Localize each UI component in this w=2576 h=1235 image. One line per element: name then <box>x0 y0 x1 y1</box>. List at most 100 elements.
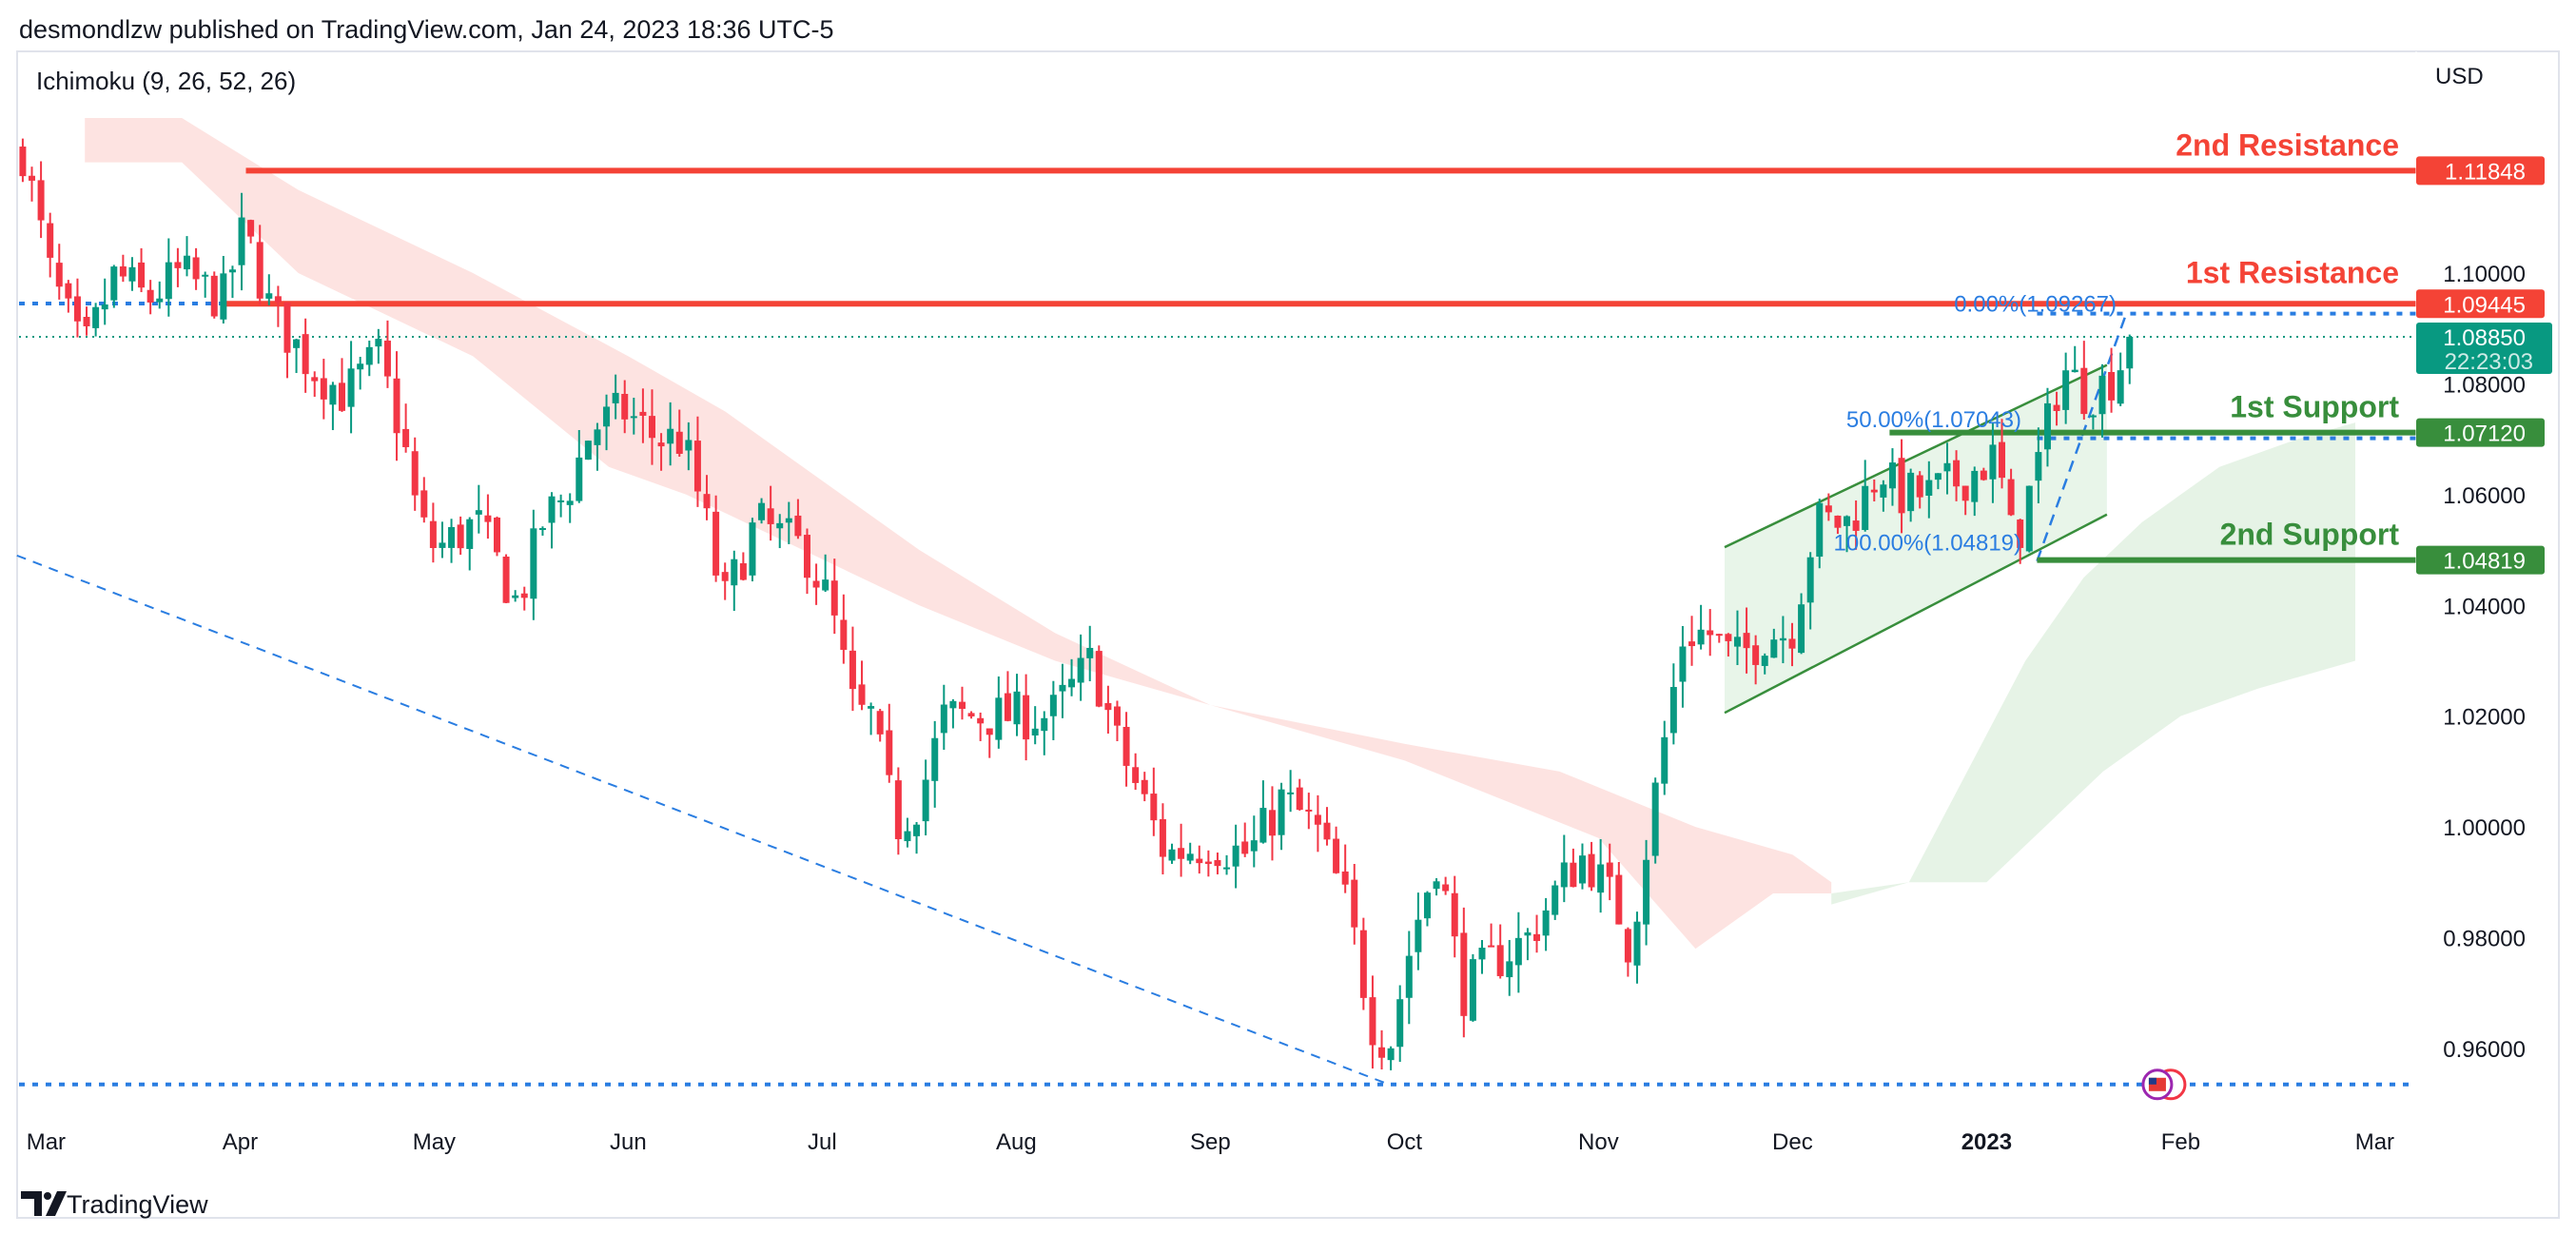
downtrend-line[interactable] <box>16 554 1390 1086</box>
candle-body <box>1278 789 1285 835</box>
candle-body <box>1844 516 1851 526</box>
price-tick: 0.96000 <box>2443 1037 2526 1063</box>
level-label: 1st Resistance <box>2186 255 2399 289</box>
published-caption: desmondlzw published on TradingView.com,… <box>19 15 834 44</box>
candle-body <box>675 431 683 454</box>
candle-body <box>1488 945 1495 948</box>
candle-body <box>1196 858 1203 864</box>
candle-body <box>293 339 301 348</box>
candle-body <box>375 339 382 347</box>
candle-body <box>101 304 108 310</box>
candle-body <box>731 559 738 586</box>
candle-body <box>165 262 172 300</box>
candle-body <box>1533 933 1541 941</box>
price-tick: 1.08000 <box>2443 372 2526 398</box>
parallel-channel[interactable] <box>1724 363 2108 715</box>
time-axis[interactable]: Mar Apr May Jun Jul Aug Sep Oct Nov Dec 2023 Feb Mar <box>27 1129 2394 1155</box>
candle-body <box>228 269 236 273</box>
candle-body <box>1961 485 1969 501</box>
candle-body <box>110 266 118 301</box>
currency-label: USD <box>2435 64 2484 89</box>
candle-body <box>220 273 227 320</box>
candle-body <box>138 262 146 288</box>
indicator-legend[interactable]: Ichimoku (9, 26, 52, 26) <box>36 67 296 95</box>
candle-body <box>1514 937 1522 966</box>
bullish-cloud <box>1831 422 2355 905</box>
candle-body <box>557 500 565 502</box>
candle-body <box>457 524 464 549</box>
candle-body <box>156 298 164 303</box>
candle-body <box>55 263 63 287</box>
candle-body <box>1469 959 1476 1021</box>
candle-body <box>184 255 191 270</box>
candle-body <box>1770 639 1778 658</box>
candle-body <box>202 274 209 277</box>
candle-body <box>1405 955 1413 998</box>
candles <box>19 138 2134 1070</box>
candle-body <box>2089 415 2097 418</box>
candle-body <box>1104 702 1112 711</box>
candle-body <box>1077 657 1084 683</box>
candle-body <box>1041 717 1048 732</box>
candle-body <box>1798 604 1805 654</box>
candle-body <box>1049 695 1057 716</box>
drawing-lines[interactable] <box>16 167 2416 1087</box>
candle-body <box>1287 792 1295 794</box>
candle-body <box>894 780 902 839</box>
candle-body <box>1442 884 1450 892</box>
candle-body <box>1178 848 1185 859</box>
level-labels: 2nd Resistance 1st Resistance 1st Support 2… <box>1834 127 2400 556</box>
candle-body <box>830 580 838 616</box>
candle-body <box>822 579 829 591</box>
candle-body <box>566 500 574 505</box>
candle-body <box>448 526 456 548</box>
candle-body <box>1880 484 1887 498</box>
tradingview-logo[interactable]: TradingView <box>21 1190 208 1219</box>
candle-body <box>411 451 419 496</box>
candle-body <box>302 334 309 375</box>
candle-body <box>1341 871 1349 885</box>
candle-body <box>1570 862 1577 888</box>
candle-body <box>1779 637 1786 641</box>
candle-body <box>2035 452 2042 481</box>
us-flag-canton <box>2148 1077 2156 1085</box>
candle-body <box>1296 787 1303 811</box>
price-axis[interactable]: 1.10000 1.08000 1.06000 1.04000 1.02000 1.000… <box>2443 262 2526 1063</box>
candle-body <box>29 175 36 181</box>
candle-body <box>1433 881 1440 890</box>
candle-body <box>174 262 182 268</box>
candle-body <box>1241 841 1249 854</box>
candle-body <box>47 223 54 258</box>
candle-body <box>420 490 428 518</box>
candle-body <box>904 831 911 842</box>
flag-icon[interactable] <box>2141 1068 2187 1101</box>
candle-body <box>347 368 355 407</box>
candle-body <box>1953 460 1961 487</box>
candle-body <box>2017 519 2024 548</box>
candle-body <box>311 377 319 382</box>
time-tick: May <box>413 1129 456 1155</box>
candle-body <box>785 518 792 523</box>
candle-body <box>1551 885 1559 915</box>
candle-body <box>721 572 729 581</box>
price-tag-value: 1.11848 <box>2445 159 2526 185</box>
channel-upper-line[interactable] <box>1724 363 2108 549</box>
candle-body <box>1323 822 1331 840</box>
candle-body <box>2007 479 2015 516</box>
candle-body <box>256 242 263 299</box>
candle-body <box>1031 728 1039 735</box>
candle-body <box>1369 997 1376 1046</box>
candle-body <box>265 293 273 299</box>
candle-body <box>1378 1047 1386 1058</box>
candle-body <box>1971 470 1979 502</box>
candle-body <box>1679 646 1687 682</box>
channel-lower-line[interactable] <box>1724 513 2108 715</box>
candle-body <box>1113 706 1121 726</box>
price-tick: 1.02000 <box>2443 705 2526 731</box>
candle-body <box>794 515 802 537</box>
candle-body <box>958 701 966 709</box>
candle-body <box>886 730 893 775</box>
candle-body <box>967 713 975 716</box>
fib-label: 100.00%(1.04819) <box>1834 531 2021 557</box>
